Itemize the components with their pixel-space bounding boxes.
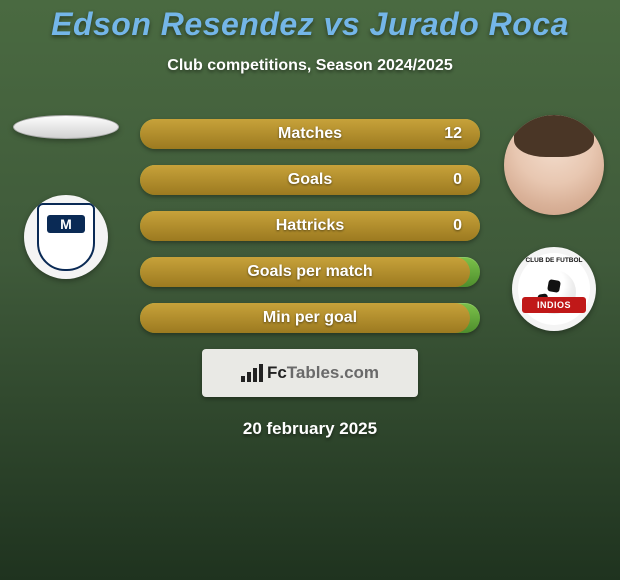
- brand-box: FcTables.com: [202, 349, 418, 397]
- brand-suffix: Tables.com: [287, 363, 379, 382]
- comparison-stage: CLUB DE FUTBOL INDIOS Matches12Goals0Hat…: [0, 119, 620, 439]
- stat-bars: Matches 12 Goals 0 Hattricks 0 Goals per match…: [140, 119, 480, 333]
- date-text: 20 february 2025: [243, 419, 377, 439]
- brand-prefix: Fc: [267, 363, 287, 382]
- stat-bar: Hattricks 0: [140, 211, 480, 241]
- stat-bar-label: Min per goal: [263, 309, 357, 327]
- indios-banner: INDIOS: [522, 297, 586, 313]
- stat-bar: Goals 0: [140, 165, 480, 195]
- indios-badge-inner: CLUB DE FUTBOL INDIOS: [518, 253, 590, 325]
- title-player2: Jurado Roca: [370, 6, 569, 42]
- stat-bar-label: Goals: [288, 171, 332, 189]
- stat-bar-value: 12: [444, 119, 462, 149]
- content-root: Edson Resendez vs Jurado Roca Club compe…: [0, 0, 620, 580]
- avatar-hair-shape: [514, 115, 594, 157]
- stat-bar: Goals per match: [140, 257, 480, 287]
- bar-chart-icon: [241, 364, 263, 382]
- page-title: Edson Resendez vs Jurado Roca: [0, 6, 620, 43]
- footer: FcTables.com 20 february 2025: [0, 349, 620, 439]
- player-right-column: CLUB DE FUTBOL INDIOS: [494, 115, 614, 331]
- stat-bar-value: 0: [453, 211, 462, 241]
- stat-bar-label: Goals per match: [247, 263, 372, 281]
- player2-avatar: [504, 115, 604, 215]
- stat-bar: Matches 12: [140, 119, 480, 149]
- player1-club-badge: [24, 195, 108, 279]
- stat-bar: Min per goal: [140, 303, 480, 333]
- subtitle: Club competitions, Season 2024/2025: [0, 57, 620, 75]
- title-vs: vs: [324, 6, 361, 42]
- player2-club-badge: CLUB DE FUTBOL INDIOS: [512, 247, 596, 331]
- stat-bar-label: Matches: [278, 125, 342, 143]
- stat-bar-label: Hattricks: [276, 217, 344, 235]
- player1-avatar: [13, 115, 119, 139]
- title-player1: Edson Resendez: [51, 6, 314, 42]
- stat-bar-value: 0: [453, 165, 462, 195]
- brand-text: FcTables.com: [267, 363, 379, 383]
- player-left-column: [6, 115, 126, 279]
- monterrey-shield-icon: [37, 203, 95, 271]
